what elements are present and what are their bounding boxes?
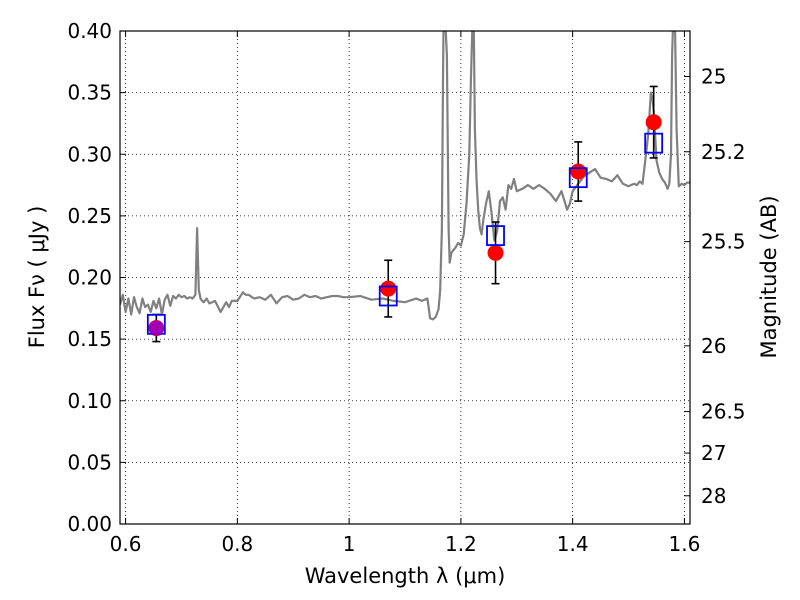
mag-tick-label: 27 xyxy=(701,441,726,465)
y-tick-label: 0.40 xyxy=(67,19,112,43)
model-series xyxy=(146,132,664,336)
mag-tick-label: 28 xyxy=(701,484,726,508)
errorbar-series xyxy=(152,85,658,343)
spectrum-line xyxy=(120,31,690,321)
x-tick-label: 1.4 xyxy=(557,532,589,556)
mag-tick-label: 26.5 xyxy=(701,400,746,424)
y-tick-label: 0.15 xyxy=(67,327,112,351)
y2-axis-label: Magnitude (AB) xyxy=(757,195,781,358)
observed-point xyxy=(645,114,662,131)
y-tick-label: 0.30 xyxy=(67,142,112,166)
model-box xyxy=(486,225,505,246)
observed-point xyxy=(487,244,504,261)
y-tick-label: 0.10 xyxy=(67,389,112,413)
y-tick-label: 0.20 xyxy=(67,266,112,290)
y-axis: 0.00 0.05 0.10 0.15 0.20 0.25 0.30 0.35 0.40 xyxy=(67,19,126,536)
x-axis: 0.6 0.8 1 1.2 1.4 1.6 xyxy=(110,31,701,556)
magnitude-axis: 25 25.2 25.5 26 26.5 27 28 xyxy=(684,64,746,508)
x-tick-label: 0.8 xyxy=(221,532,253,556)
spectrum-series xyxy=(120,31,690,321)
x-tick-label: 1.6 xyxy=(669,532,701,556)
mag-tick-label: 26 xyxy=(701,334,726,358)
model-box xyxy=(378,285,398,307)
x-axis-label: Wavelength λ (μm) xyxy=(305,564,506,588)
observed-point xyxy=(570,163,587,180)
observed-point xyxy=(380,280,397,297)
first-point-marker xyxy=(148,320,164,336)
model-box xyxy=(644,132,664,154)
y-axis-label: Flux Fν ( μJy ) xyxy=(25,206,49,349)
y-tick-label: 0.25 xyxy=(67,204,112,228)
grid xyxy=(120,30,690,525)
y-tick-label: 0.00 xyxy=(67,512,112,536)
x-tick-label: 1.2 xyxy=(445,532,477,556)
y-tick-label: 0.05 xyxy=(67,450,112,474)
mag-tick-label: 25.5 xyxy=(701,230,746,254)
model-box xyxy=(568,167,588,189)
y-tick-label: 0.35 xyxy=(67,81,112,105)
x-tick-label: 1 xyxy=(343,532,356,556)
mag-tick-label: 25 xyxy=(701,64,726,88)
x-tick-label: 0.6 xyxy=(110,532,142,556)
mag-tick-label: 25.2 xyxy=(701,140,746,164)
